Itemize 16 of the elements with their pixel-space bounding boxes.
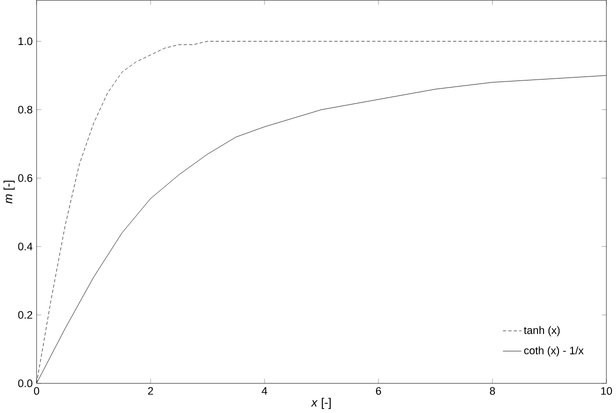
x-tick-label: 6 [376, 387, 382, 396]
y-tick-label: 0.0 [18, 380, 32, 388]
x-axis-title: x [-] [310, 398, 331, 410]
x-tick-label: 0 [34, 387, 40, 396]
y-tick-label: 1.0 [18, 38, 32, 46]
y-tick-label: 0.6 [18, 174, 32, 182]
y-tick-label: 0.2 [18, 311, 32, 319]
legend-label: tanh (x) [524, 326, 560, 336]
x-tick-label: 10 [601, 387, 612, 396]
y-axis-title: m [-] [4, 180, 15, 204]
x-tick-label: 2 [148, 387, 154, 395]
y-tick-label: 0.4 [18, 242, 32, 251]
legend-label: coth (x) - 1/x [524, 346, 584, 357]
y-tick-label: 0.8 [18, 106, 32, 114]
x-tick-label: 8 [490, 387, 495, 396]
x-tick-label: 4 [262, 387, 268, 395]
